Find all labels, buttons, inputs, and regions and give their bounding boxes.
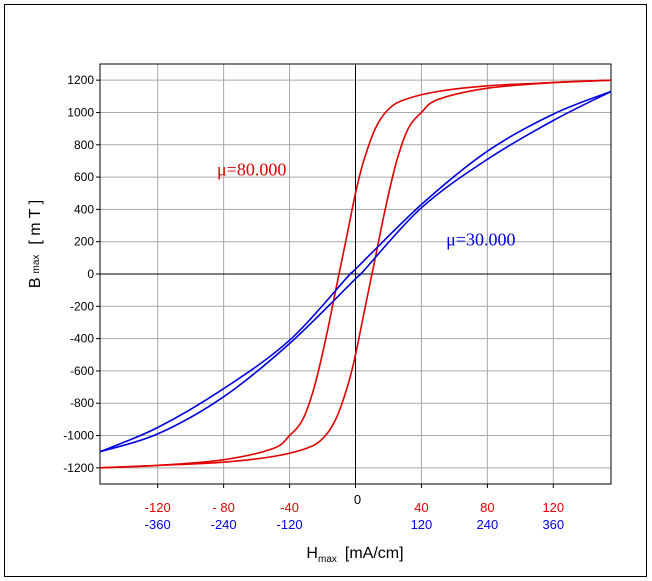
x-tick-label-red: -40 (280, 500, 299, 515)
x-tick-label-red: 40 (414, 500, 428, 515)
y-tick-label: -1000 (63, 429, 94, 443)
y-tick-label: -600 (70, 364, 94, 378)
x-tick-label-red: 80 (480, 500, 494, 515)
mu-30000-upper-branch (99, 90, 612, 453)
x-tick-label-red: 120 (542, 500, 564, 515)
y-tick-label: 800 (74, 138, 94, 152)
x-tick-label-blue: 120 (411, 517, 433, 532)
x-tick-label-blue: 240 (477, 517, 499, 532)
x-tick-label-blue: 360 (542, 517, 564, 532)
y-tick-label: 1200 (67, 73, 94, 87)
curves (99, 79, 612, 469)
y-tick-label: 200 (74, 235, 94, 249)
x-axis-label-unit: [mA/cm] (345, 545, 404, 562)
y-tick-label: 1000 (67, 105, 94, 119)
x-tick-label-blue: -360 (145, 517, 171, 532)
y-tick-label: 600 (74, 170, 94, 184)
x-axis-label-main: H (306, 545, 318, 562)
mu-30000-lower-branch (99, 90, 612, 453)
x-tick-label-zero: 0 (354, 492, 361, 507)
annotation-mu-30000: μ=30.000 (446, 230, 515, 250)
mu-80000-upper-branch (99, 79, 612, 469)
y-tick-label: 400 (74, 202, 94, 216)
y-tick-label: -1200 (63, 461, 94, 475)
y-tick-label: -400 (70, 332, 94, 346)
y-tick-label: 0 (87, 267, 94, 281)
curve-annotations: μ=80.000 μ=30.000 (217, 159, 515, 249)
zero-axes (100, 64, 611, 484)
x-tick-label-blue: -120 (277, 517, 303, 532)
x-tick-label-blue: -240 (211, 517, 237, 532)
y-tick-label: -200 (70, 299, 94, 313)
chart-frame (4, 4, 647, 577)
mu-80000-lower-branch (99, 79, 612, 469)
y-axis-label-sub: max (31, 255, 42, 274)
x-tick-label-red: - 80 (212, 500, 234, 515)
y-tick-label: -800 (70, 396, 94, 410)
annotation-mu-80000: μ=80.000 (217, 159, 286, 179)
y-axis-label-unit: [ m T ] (27, 200, 44, 245)
x-axis-label-sub: max (318, 554, 337, 565)
x-tick-labels: 0 -120 - 80 -40 40 80 120 -360 -240 -120 120 240 360 (145, 484, 564, 532)
x-tick-label-red: -120 (145, 500, 171, 515)
y-axis-label: Bmax [ m T ] (27, 200, 44, 288)
y-axis-label-main: B (27, 277, 44, 288)
x-axis-label: Hmax [mA/cm] (306, 545, 403, 565)
y-tick-labels: 1200 1000 800 600 400 200 0 -200 -400 -600 -800 -10… (63, 73, 100, 475)
